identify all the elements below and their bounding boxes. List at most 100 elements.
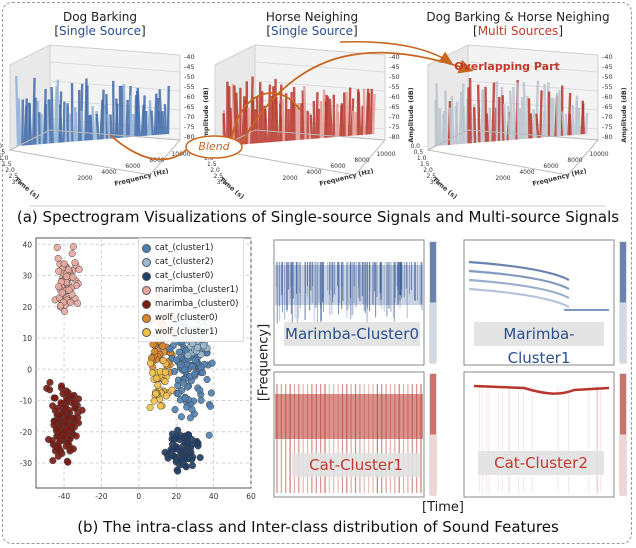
spectrogram-panel bbox=[273, 371, 437, 498]
spectrum-spike bbox=[255, 96, 259, 144]
spectrum-spike bbox=[73, 107, 78, 142]
y-tick: 30 bbox=[22, 272, 32, 281]
frequency-tick: 10000 bbox=[589, 151, 608, 158]
spectrum-spike bbox=[115, 98, 120, 139]
cluster-label-cat-1: Cat-Cluster1 bbox=[292, 453, 420, 477]
frequency-tick: 2000 bbox=[495, 175, 510, 182]
time-tick: 2.0 bbox=[423, 167, 433, 174]
grid-line bbox=[467, 61, 599, 73]
spectrum-spike bbox=[454, 106, 459, 145]
spectrum-spike bbox=[122, 83, 126, 138]
scatter-point bbox=[65, 286, 73, 294]
legend-item: marimba_(cluster0) bbox=[142, 297, 240, 311]
harmonic-line bbox=[468, 278, 570, 299]
time-tick: 1.0 bbox=[417, 155, 427, 162]
energy-band bbox=[275, 394, 423, 439]
amplitude-tick: -80 bbox=[184, 133, 195, 141]
scatter-point bbox=[63, 414, 71, 422]
time-tick: 2.5 bbox=[213, 173, 223, 180]
amplitude-tick: -65 bbox=[184, 103, 195, 111]
legend-marker bbox=[142, 313, 151, 323]
spectrum-spike bbox=[357, 91, 362, 136]
scatter-point bbox=[175, 456, 184, 465]
source-tag: Single Source bbox=[271, 24, 353, 38]
x-tick: 20 bbox=[171, 492, 181, 501]
grid-line bbox=[49, 80, 181, 92]
blend-arrow-from-dog bbox=[109, 134, 187, 161]
time-axis-label: Time (s) bbox=[218, 175, 246, 200]
scatter-point bbox=[78, 406, 86, 414]
spectrum-spike bbox=[150, 110, 154, 136]
spectrum-spike bbox=[481, 90, 486, 143]
time-tick: 1.0 bbox=[0, 155, 9, 162]
scatter-point bbox=[68, 392, 76, 400]
scatter-point bbox=[159, 356, 167, 365]
amplitude-tick: -65 bbox=[602, 103, 613, 111]
scatter-point bbox=[55, 443, 63, 451]
harmonic-line bbox=[473, 384, 610, 395]
spectrum-spike bbox=[326, 96, 331, 138]
legend-item: cat_(cluster0) bbox=[142, 269, 240, 283]
frequency-tick: 8000 bbox=[354, 157, 369, 164]
scatter-point bbox=[57, 382, 66, 390]
amplitude-tick: -70 bbox=[389, 113, 400, 121]
spectrum-spike bbox=[340, 103, 344, 137]
time-tick: 0.5 bbox=[0, 149, 5, 156]
colorbar-light bbox=[620, 302, 626, 363]
amplitude-tick: -60 bbox=[184, 93, 195, 101]
amplitude-axis-label: Amplitude (dB) bbox=[202, 87, 210, 143]
scatter-point bbox=[60, 307, 69, 315]
frequency-tick: 6000 bbox=[543, 163, 558, 170]
scatter-point bbox=[174, 426, 182, 434]
spectrum-spike bbox=[328, 98, 333, 138]
legend-marker bbox=[142, 285, 151, 295]
spectrum-spike bbox=[301, 90, 305, 140]
amplitude-tick: -75 bbox=[389, 123, 400, 131]
scatter-point bbox=[188, 455, 196, 464]
legend-label: cat_(cluster2) bbox=[155, 257, 214, 267]
scatter-point bbox=[173, 356, 181, 364]
frequency-tick: 2000 bbox=[77, 175, 92, 182]
scatter-point bbox=[196, 386, 204, 394]
scatter-point bbox=[181, 462, 189, 470]
time-tick: 2.0 bbox=[210, 167, 220, 174]
y-tick: 0 bbox=[27, 365, 32, 374]
figure-frame bbox=[2, 2, 632, 544]
scatter-point bbox=[206, 402, 214, 410]
spectrum-spike bbox=[17, 98, 22, 146]
amplitude-tick: -55 bbox=[602, 83, 613, 91]
legend-item: cat_(cluster2) bbox=[142, 255, 240, 269]
amplitude-tick: -80 bbox=[389, 133, 400, 141]
spectrum-spike bbox=[50, 86, 54, 144]
spectrum-spike bbox=[491, 82, 496, 142]
spectrogram-panel bbox=[273, 239, 437, 366]
scatter-point bbox=[54, 426, 62, 434]
scatter-point bbox=[46, 378, 54, 386]
scatter-point bbox=[173, 466, 181, 474]
spectrum-spike bbox=[136, 87, 141, 137]
spectrum-spike bbox=[315, 92, 319, 139]
legend-item: marimba_(cluster1) bbox=[142, 283, 240, 297]
legend-label: marimba_(cluster1) bbox=[155, 285, 239, 295]
scatter-point bbox=[194, 442, 202, 450]
scatter-point bbox=[197, 396, 205, 404]
time-tick: 2.0 bbox=[5, 167, 15, 174]
colorbar-light bbox=[430, 434, 436, 495]
spectrum-spike bbox=[516, 82, 520, 140]
spectrum-spike bbox=[157, 110, 161, 135]
scatter-point bbox=[200, 342, 208, 350]
spectrum-spike bbox=[442, 114, 446, 146]
spectrum-spike bbox=[561, 111, 566, 136]
time-axis-label: [Time] bbox=[422, 500, 464, 515]
frequency-tick: 10000 bbox=[376, 151, 395, 158]
legend-label: marimba_(cluster0) bbox=[155, 299, 239, 309]
scatter-point bbox=[73, 299, 82, 307]
spectrum-spike bbox=[371, 93, 376, 135]
time-axis-label: Time (s) bbox=[431, 175, 459, 200]
scatter-point bbox=[64, 265, 73, 274]
scatter-legend: cat_(cluster1) cat_(cluster2) cat_(clust… bbox=[138, 238, 244, 342]
spectrum-spike bbox=[275, 96, 279, 142]
spectrum-spike bbox=[321, 89, 326, 139]
spectrum-spike bbox=[27, 102, 33, 146]
scatter-point bbox=[151, 347, 159, 355]
